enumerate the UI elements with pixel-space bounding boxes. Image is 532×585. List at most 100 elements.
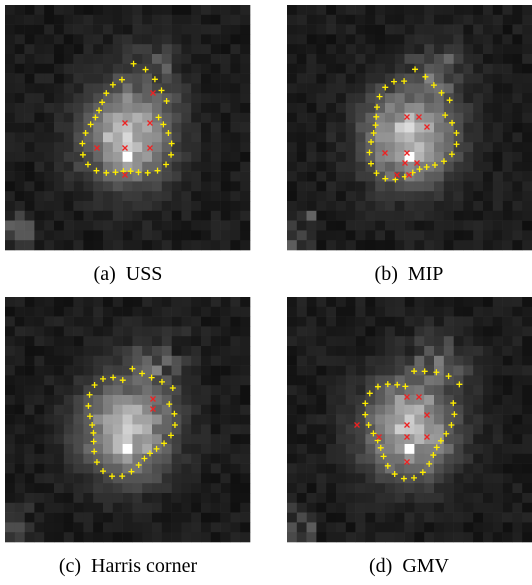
interior-marker — [382, 150, 388, 156]
pixel — [522, 404, 532, 415]
pixel — [404, 181, 415, 192]
pixel — [93, 385, 104, 396]
pixel — [34, 502, 45, 513]
pixel — [83, 34, 94, 45]
pixel — [473, 532, 484, 543]
contour-marker — [166, 401, 173, 408]
pixel — [54, 191, 65, 202]
pixel — [463, 473, 474, 484]
pixel — [365, 306, 376, 317]
pixel — [83, 346, 94, 357]
pixel — [181, 512, 192, 523]
pixel — [54, 83, 65, 94]
pixel — [336, 240, 347, 251]
pixel — [365, 230, 376, 241]
pixel — [103, 73, 114, 84]
pixel — [345, 493, 356, 504]
pixel — [424, 395, 435, 406]
pixel — [240, 132, 251, 143]
pixel — [394, 424, 405, 435]
pixel — [365, 434, 376, 445]
pixel — [220, 512, 231, 523]
pixel — [434, 493, 445, 504]
pixel — [181, 14, 192, 25]
pixel — [463, 522, 474, 533]
pixel — [171, 493, 182, 504]
pixel — [181, 297, 192, 308]
pixel — [73, 83, 84, 94]
pixel — [316, 240, 327, 251]
pixel — [443, 532, 454, 543]
pixel — [394, 220, 405, 231]
pixel — [326, 434, 337, 445]
pixel — [345, 54, 356, 65]
contour-marker — [92, 114, 99, 121]
pixel — [201, 473, 212, 484]
pixel — [210, 395, 221, 406]
pixel — [122, 532, 133, 543]
pixel — [492, 493, 503, 504]
pixel — [522, 336, 532, 347]
pixel — [142, 83, 153, 94]
interior-marker — [150, 90, 156, 96]
pixel — [14, 346, 25, 357]
pixel — [375, 93, 386, 104]
pixel — [191, 297, 202, 308]
contour-marker — [446, 97, 453, 104]
pixel — [424, 453, 435, 464]
pixel — [63, 83, 74, 94]
pixel — [230, 404, 241, 415]
pixel — [512, 532, 523, 543]
pixel — [220, 483, 231, 494]
pixel — [296, 512, 307, 523]
pixel — [473, 346, 484, 357]
pixel — [220, 444, 231, 455]
pixel — [161, 171, 172, 182]
pixel — [463, 326, 474, 337]
pixel — [287, 502, 298, 513]
pixel — [34, 171, 45, 182]
pixel — [210, 142, 221, 153]
contour-marker — [367, 160, 374, 167]
pixel — [103, 355, 114, 366]
pixel — [132, 44, 143, 55]
pixel — [394, 453, 405, 464]
pixel — [34, 122, 45, 133]
pixel — [326, 44, 337, 55]
pixel — [512, 463, 523, 474]
pixel — [443, 132, 454, 143]
pixel — [287, 453, 298, 464]
pixel — [191, 512, 202, 523]
pixel — [171, 316, 182, 327]
pixel — [122, 336, 133, 347]
pixel — [142, 142, 153, 153]
pixel — [453, 512, 464, 523]
pixel — [473, 63, 484, 74]
pixel — [502, 122, 513, 133]
pixel — [492, 210, 503, 221]
pixel — [34, 73, 45, 84]
pixel — [287, 463, 298, 474]
pixel — [473, 444, 484, 455]
pixel — [220, 385, 231, 396]
pixel — [492, 171, 503, 182]
pixel — [326, 93, 337, 104]
pixel — [73, 346, 84, 357]
pixel — [83, 63, 94, 74]
pixel — [34, 220, 45, 231]
pixel — [191, 336, 202, 347]
pixel — [103, 201, 114, 212]
contour-marker — [79, 151, 86, 158]
pixel — [44, 336, 55, 347]
pixel — [230, 220, 241, 231]
pixel — [345, 112, 356, 123]
pixel — [404, 220, 415, 231]
pixel — [365, 5, 376, 16]
pixel — [201, 220, 212, 231]
pixel — [240, 434, 251, 445]
pixel — [492, 63, 503, 74]
pixel — [463, 34, 474, 45]
pixel — [512, 355, 523, 366]
pixel — [414, 181, 425, 192]
pixel — [404, 365, 415, 376]
